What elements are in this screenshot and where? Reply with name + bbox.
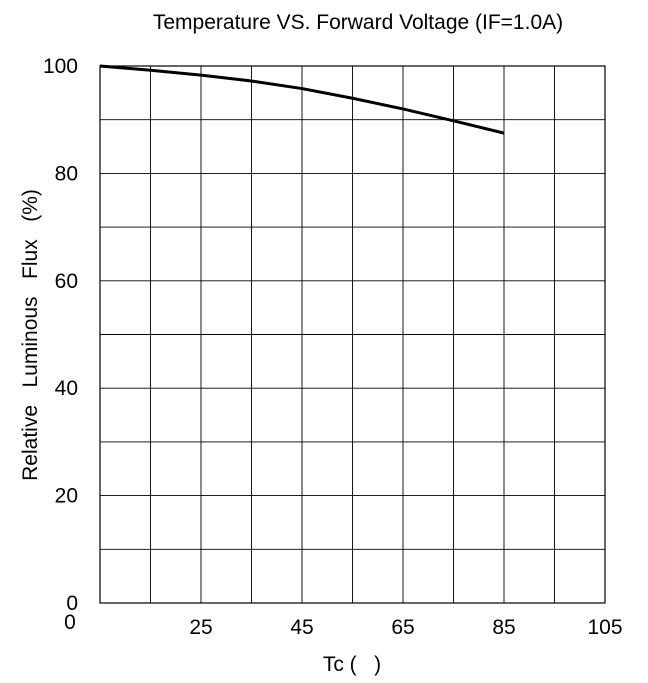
x-tick-label: 65 — [391, 616, 414, 639]
x-origin-label: 0 — [64, 611, 76, 634]
x-tick-label: 105 — [587, 616, 622, 639]
chart-title: Temperature VS. Forward Voltage (IF=1.0A… — [153, 11, 563, 34]
y-tick-labels: 0 20 40 60 80 100 — [43, 55, 78, 615]
grid — [100, 66, 605, 603]
y-tick-label: 80 — [55, 162, 78, 185]
series-line — [99, 64, 505, 135]
x-tick-label: 25 — [189, 616, 212, 639]
x-axis-label: Tc ( ) — [323, 653, 381, 676]
y-axis-label: Relative Luminous Flux (%) — [19, 189, 42, 481]
x-tick-labels: 25 45 65 85 105 0 — [64, 611, 622, 639]
y-tick-label: 60 — [55, 270, 78, 293]
plot-frame — [99, 65, 606, 604]
x-tick-label: 85 — [492, 616, 515, 639]
y-tick-label: 40 — [55, 377, 78, 400]
series-layer — [99, 64, 505, 135]
y-tick-label: 20 — [55, 485, 78, 508]
x-tick-label: 45 — [290, 616, 313, 639]
y-tick-label: 100 — [43, 55, 78, 78]
y-tick-label: 0 — [66, 592, 78, 615]
